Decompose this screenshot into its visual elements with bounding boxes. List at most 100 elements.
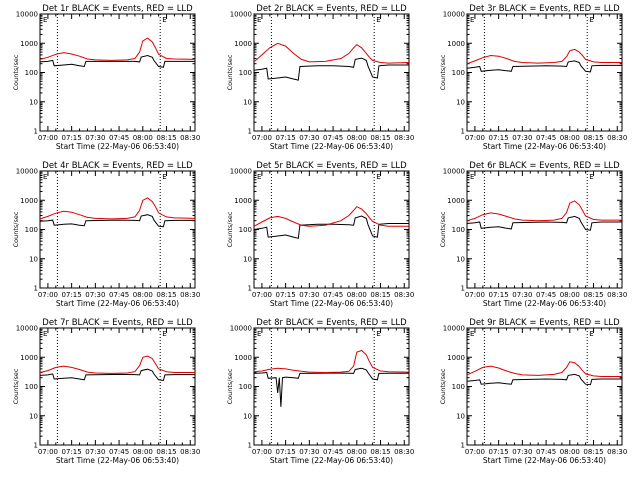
y-axis-label: Counts/sec bbox=[439, 54, 447, 90]
plot-frame bbox=[39, 327, 196, 446]
y-tick-label: 100 bbox=[239, 69, 252, 77]
x-tick-label: 07:45 bbox=[323, 134, 343, 142]
plot-frame bbox=[466, 327, 623, 446]
y-tick-label: 10000 bbox=[16, 11, 38, 19]
y-tick-label: 10000 bbox=[443, 168, 465, 176]
x-axis-label: Start Time (22-May-06 06:53:40) bbox=[56, 456, 179, 465]
x-axis-label: Start Time (22-May-06 06:53:40) bbox=[56, 299, 179, 308]
y-tick-label: 10 bbox=[243, 255, 252, 263]
y-tick-label: 1000 bbox=[447, 197, 465, 205]
y-tick-label: 1 bbox=[248, 285, 252, 293]
detector-panel: Det 7r BLACK = Events, RED = LLD 1 10 100 10… bbox=[12, 318, 200, 465]
lld-series-line bbox=[253, 349, 410, 374]
x-tick-label: 07:45 bbox=[536, 134, 556, 142]
marker-flag: E bbox=[470, 173, 474, 181]
x-tick-label: 07:00 bbox=[38, 291, 58, 299]
x-tick-label: 08:30 bbox=[394, 448, 414, 456]
x-tick-label: 07:45 bbox=[323, 448, 343, 456]
detector-panel: Det 1r BLACK = Events, RED = LLD 1 10 100 10… bbox=[12, 4, 200, 151]
y-tick-label: 1000 bbox=[20, 354, 38, 362]
lld-series-line bbox=[39, 197, 196, 220]
y-tick-label: 1000 bbox=[447, 354, 465, 362]
x-tick-label: 08:30 bbox=[180, 134, 200, 142]
y-tick-label: 1000 bbox=[447, 40, 465, 48]
y-tick-label: 10000 bbox=[230, 325, 252, 333]
lld-series-line bbox=[39, 37, 196, 61]
marker-flag: E bbox=[376, 16, 380, 24]
marker-flag: E bbox=[589, 173, 593, 181]
marker-flag: E bbox=[257, 16, 261, 24]
x-tick-label: 07:45 bbox=[109, 448, 129, 456]
y-tick-label: 1 bbox=[34, 128, 38, 136]
x-axis-label: Start Time (22-May-06 06:53:40) bbox=[483, 142, 606, 151]
marker-flag: E bbox=[43, 173, 47, 181]
marker-flag: E bbox=[162, 330, 166, 338]
y-axis-label: Counts/sec bbox=[439, 211, 447, 247]
y-tick-label: 10 bbox=[456, 255, 465, 263]
x-tick-label: 07:15 bbox=[489, 291, 509, 299]
x-axis-label: Start Time (22-May-06 06:53:40) bbox=[270, 299, 393, 308]
x-tick-label: 08:00 bbox=[560, 134, 580, 142]
plot-frame bbox=[466, 13, 623, 132]
x-tick-label: 07:15 bbox=[62, 291, 82, 299]
detector-panel: Det 3r BLACK = Events, RED = LLD 1 10 100 10… bbox=[439, 4, 627, 151]
x-tick-label: 07:30 bbox=[85, 448, 105, 456]
panel-title: Det 7r BLACK = Events, RED = LLD bbox=[42, 318, 193, 328]
events-series-line bbox=[39, 214, 195, 228]
panel-title: Det 6r BLACK = Events, RED = LLD bbox=[469, 161, 620, 171]
events-series-line bbox=[39, 54, 195, 68]
lld-series-line bbox=[466, 361, 622, 377]
y-tick-label: 10000 bbox=[443, 11, 465, 19]
y-axis-label: Counts/sec bbox=[12, 368, 20, 404]
events-series-line bbox=[39, 368, 195, 382]
y-axis-label: Counts/sec bbox=[439, 368, 447, 404]
y-tick-label: 1 bbox=[248, 128, 252, 136]
panel-title: Det 3r BLACK = Events, RED = LLD bbox=[469, 4, 620, 14]
y-tick-label: 100 bbox=[239, 226, 252, 234]
marker-flag: E bbox=[470, 16, 474, 24]
x-tick-label: 08:30 bbox=[394, 291, 414, 299]
x-tick-label: 07:00 bbox=[465, 134, 485, 142]
y-axis-label: Counts/sec bbox=[226, 54, 234, 90]
panel-title: Det 9r BLACK = Events, RED = LLD bbox=[469, 318, 620, 328]
x-tick-label: 08:00 bbox=[560, 448, 580, 456]
x-tick-label: 07:15 bbox=[276, 291, 296, 299]
x-tick-label: 07:30 bbox=[299, 291, 319, 299]
panel-title: Det 2r BLACK = Events, RED = LLD bbox=[256, 4, 407, 14]
y-tick-label: 1000 bbox=[20, 40, 38, 48]
marker-flag: E bbox=[43, 330, 47, 338]
events-series-line bbox=[466, 60, 622, 73]
x-axis-label: Start Time (22-May-06 06:53:40) bbox=[483, 456, 606, 465]
plot-frame bbox=[253, 13, 410, 132]
x-tick-label: 07:45 bbox=[109, 291, 129, 299]
y-tick-label: 10 bbox=[29, 412, 38, 420]
x-tick-label: 08:30 bbox=[607, 134, 627, 142]
y-tick-label: 10 bbox=[456, 98, 465, 106]
y-tick-label: 100 bbox=[25, 226, 38, 234]
x-tick-label: 07:00 bbox=[252, 134, 272, 142]
events-series-line bbox=[253, 215, 409, 239]
x-tick-label: 08:15 bbox=[370, 291, 390, 299]
x-tick-label: 08:15 bbox=[583, 448, 603, 456]
x-tick-label: 07:45 bbox=[536, 291, 556, 299]
marker-flag: E bbox=[257, 173, 261, 181]
x-tick-label: 08:15 bbox=[583, 134, 603, 142]
x-tick-label: 07:30 bbox=[299, 134, 319, 142]
y-tick-label: 1 bbox=[248, 442, 252, 450]
y-tick-label: 100 bbox=[452, 383, 465, 391]
events-series-line bbox=[466, 215, 622, 231]
x-tick-label: 07:15 bbox=[276, 448, 296, 456]
y-axis-label: Counts/sec bbox=[226, 368, 234, 404]
y-tick-label: 1000 bbox=[20, 197, 38, 205]
x-tick-label: 08:30 bbox=[180, 291, 200, 299]
plot-frame bbox=[466, 170, 623, 289]
lld-series-line bbox=[466, 200, 622, 222]
x-tick-label: 08:15 bbox=[370, 448, 390, 456]
x-tick-label: 07:15 bbox=[62, 448, 82, 456]
panel-title: Det 8r BLACK = Events, RED = LLD bbox=[256, 318, 407, 328]
marker-flag: E bbox=[376, 173, 380, 181]
x-tick-label: 08:00 bbox=[347, 134, 367, 142]
x-tick-label: 07:15 bbox=[62, 134, 82, 142]
